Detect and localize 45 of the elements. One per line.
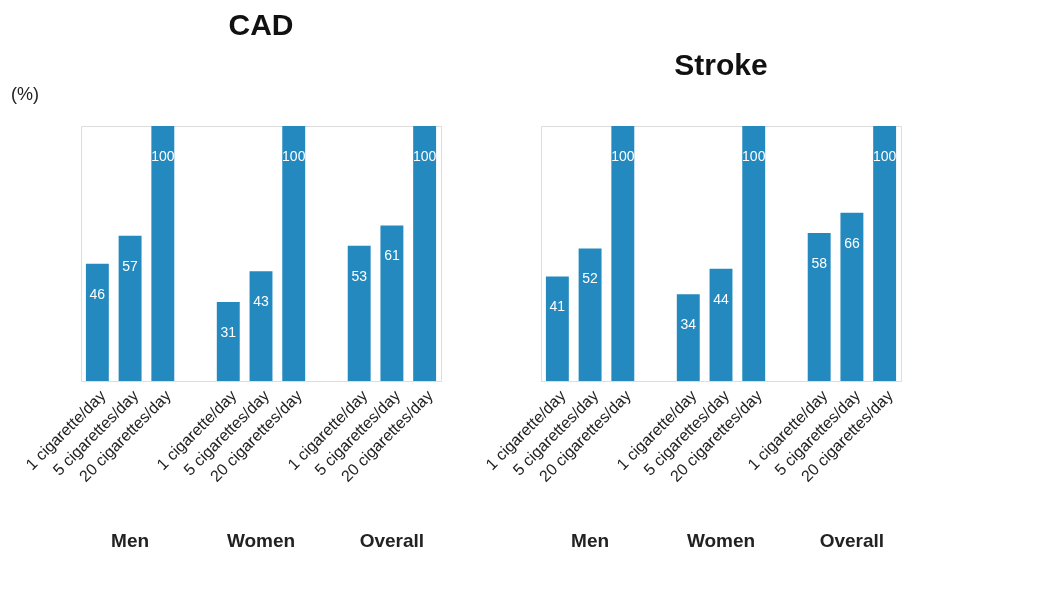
- data-label: 66: [844, 234, 860, 251]
- text: Overall: [819, 530, 885, 551]
- bar: [873, 126, 897, 381]
- bar: [118, 235, 142, 381]
- data-label: 41: [549, 298, 566, 315]
- text: Men: [571, 530, 610, 551]
- data-label: 58: [811, 255, 828, 272]
- text: Women: [226, 530, 296, 551]
- text: Men: [111, 530, 150, 551]
- bar: [380, 225, 404, 381]
- data-label: 100: [872, 148, 897, 164]
- data-label: 100: [282, 148, 306, 164]
- bar: [742, 126, 766, 381]
- bar: [249, 271, 273, 381]
- data-label: 43: [253, 293, 269, 310]
- data-label: 100: [742, 148, 766, 164]
- data-label: 100: [151, 148, 175, 164]
- data-label: 46: [89, 285, 106, 302]
- data-label: 100: [611, 148, 635, 164]
- bar: [216, 301, 240, 381]
- data-label: 31: [220, 323, 237, 340]
- bar: [151, 126, 175, 381]
- bar: [578, 248, 602, 381]
- data-label: 53: [351, 267, 368, 284]
- bar: [282, 126, 306, 381]
- data-label: 44: [713, 290, 729, 307]
- data-label: 34: [680, 316, 697, 333]
- bar: [840, 212, 864, 381]
- bar: [545, 276, 569, 381]
- bar: [413, 126, 437, 381]
- data-label: 61: [384, 247, 400, 264]
- data-label: 52: [582, 270, 599, 287]
- text: Women: [686, 530, 756, 551]
- data-label: 100: [412, 148, 437, 164]
- y-axis-title: (%): [11, 84, 39, 104]
- text: Overall: [359, 530, 425, 551]
- bar: [85, 263, 109, 381]
- bar: [676, 294, 700, 381]
- bar: [611, 126, 635, 381]
- bar: [347, 245, 371, 381]
- chart-title: CAD: [228, 8, 294, 41]
- bar: [709, 268, 733, 381]
- chart-title: Stroke: [674, 48, 768, 81]
- data-label: 57: [122, 257, 139, 274]
- bar: [807, 233, 831, 381]
